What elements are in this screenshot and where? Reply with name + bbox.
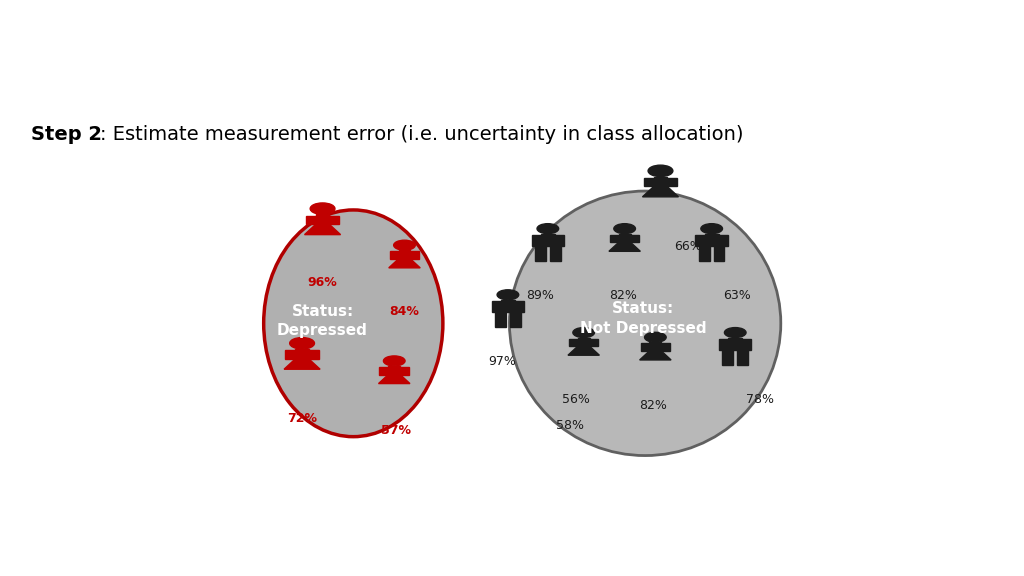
- Text: 96%: 96%: [307, 276, 338, 289]
- Polygon shape: [550, 246, 560, 261]
- Text: 84%: 84%: [389, 305, 420, 319]
- Circle shape: [393, 240, 416, 250]
- Polygon shape: [304, 224, 341, 234]
- Polygon shape: [411, 251, 419, 259]
- Polygon shape: [309, 350, 319, 359]
- Polygon shape: [568, 346, 599, 355]
- Text: 72%: 72%: [287, 412, 317, 425]
- Circle shape: [644, 332, 667, 342]
- Text: LCA with Covariates and Distal Outcomes:: LCA with Covariates and Distal Outcomes:: [31, 29, 707, 60]
- Polygon shape: [631, 235, 639, 242]
- Text: 97%: 97%: [487, 355, 516, 368]
- Polygon shape: [536, 246, 546, 261]
- Polygon shape: [295, 349, 309, 359]
- Text: Step 2: Step 2: [31, 125, 101, 144]
- Circle shape: [648, 165, 673, 177]
- Polygon shape: [737, 350, 748, 365]
- Polygon shape: [640, 351, 671, 360]
- Polygon shape: [728, 338, 742, 350]
- Polygon shape: [541, 234, 555, 246]
- Polygon shape: [590, 339, 598, 346]
- Ellipse shape: [510, 191, 780, 456]
- Polygon shape: [492, 301, 501, 312]
- Circle shape: [537, 223, 559, 234]
- Polygon shape: [510, 312, 520, 327]
- Polygon shape: [400, 367, 409, 374]
- Polygon shape: [284, 359, 321, 369]
- Text: 63%: 63%: [723, 289, 752, 302]
- Polygon shape: [699, 246, 710, 261]
- Polygon shape: [719, 339, 728, 350]
- Polygon shape: [379, 374, 410, 384]
- Polygon shape: [285, 350, 295, 359]
- Polygon shape: [578, 338, 590, 346]
- Polygon shape: [609, 242, 640, 251]
- Polygon shape: [380, 367, 388, 374]
- Polygon shape: [723, 350, 733, 365]
- Text: 82%: 82%: [639, 399, 668, 412]
- Ellipse shape: [263, 210, 442, 437]
- Polygon shape: [653, 177, 668, 187]
- Circle shape: [497, 290, 519, 300]
- Polygon shape: [642, 187, 679, 197]
- Circle shape: [572, 328, 595, 338]
- Polygon shape: [501, 300, 515, 312]
- Polygon shape: [618, 234, 631, 242]
- Polygon shape: [742, 339, 752, 350]
- Text: 82%: 82%: [608, 289, 637, 302]
- Text: : Estimate measurement error (i.e. uncertainty in class allocation): : Estimate measurement error (i.e. uncer…: [100, 125, 743, 144]
- Text: Status:
Depressed: Status: Depressed: [278, 304, 368, 338]
- Text: 3 Step Approach: 3 Step Approach: [31, 81, 296, 112]
- Circle shape: [310, 203, 335, 214]
- Circle shape: [700, 223, 723, 234]
- Polygon shape: [496, 312, 506, 327]
- Text: 57%: 57%: [381, 424, 412, 437]
- Text: 78%: 78%: [745, 393, 774, 406]
- Polygon shape: [398, 250, 411, 259]
- Polygon shape: [330, 215, 340, 224]
- Polygon shape: [515, 301, 524, 312]
- Circle shape: [383, 356, 406, 366]
- Text: Status:
Not Depressed: Status: Not Depressed: [580, 301, 707, 336]
- Circle shape: [290, 338, 314, 349]
- Polygon shape: [695, 235, 705, 246]
- Polygon shape: [649, 342, 662, 351]
- Polygon shape: [305, 215, 315, 224]
- Polygon shape: [719, 235, 728, 246]
- Text: 89%: 89%: [525, 289, 554, 302]
- Polygon shape: [315, 214, 330, 224]
- Polygon shape: [644, 178, 653, 187]
- Polygon shape: [610, 235, 618, 242]
- Polygon shape: [668, 178, 678, 187]
- Polygon shape: [389, 259, 420, 268]
- Polygon shape: [641, 343, 649, 351]
- Polygon shape: [662, 343, 670, 351]
- Polygon shape: [388, 366, 400, 374]
- Polygon shape: [555, 235, 564, 246]
- Text: 56%: 56%: [561, 393, 590, 406]
- Text: 58%: 58%: [556, 419, 585, 432]
- Polygon shape: [714, 246, 724, 261]
- Circle shape: [724, 328, 746, 338]
- Circle shape: [613, 223, 636, 234]
- Text: 66%: 66%: [674, 240, 702, 253]
- Polygon shape: [390, 251, 398, 259]
- Polygon shape: [531, 235, 541, 246]
- Polygon shape: [569, 339, 578, 346]
- Polygon shape: [705, 234, 719, 246]
